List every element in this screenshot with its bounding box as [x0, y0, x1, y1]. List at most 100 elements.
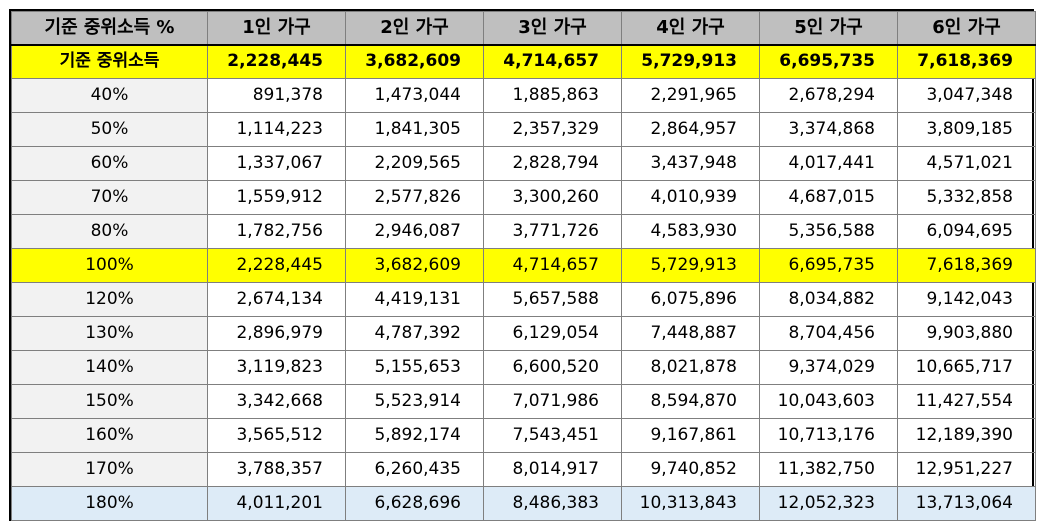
table-cell: 1,473,044 [345, 78, 484, 113]
table-cell: 1,841,305 [345, 112, 484, 147]
table-cell: 8,486,383 [483, 486, 622, 521]
table-cell: 12,052,323 [759, 486, 898, 521]
table-cell: 7,071,986 [483, 384, 622, 419]
table-row: 50% 1,114,223 1,841,305 2,357,329 2,864,… [11, 112, 1036, 147]
table-cell: 3,437,948 [621, 146, 760, 181]
row-label: 40% [11, 78, 208, 113]
table-cell: 4,011,201 [207, 486, 346, 521]
table-cell: 7,543,451 [483, 418, 622, 453]
table-row: 180% 4,011,201 6,628,696 8,486,383 10,31… [11, 486, 1036, 521]
table-cell: 2,828,794 [483, 146, 622, 181]
table-cell: 6,600,520 [483, 350, 622, 385]
table-cell: 1,337,067 [207, 146, 346, 181]
table-row: 기준 중위소득 2,228,445 3,682,609 4,714,657 5,… [11, 44, 1036, 79]
table-cell: 10,313,843 [621, 486, 760, 521]
table-cell: 3,342,668 [207, 384, 346, 419]
table-cell: 3,300,260 [483, 180, 622, 215]
table-cell: 2,896,979 [207, 316, 346, 351]
table-row: 70% 1,559,912 2,577,826 3,300,260 4,010,… [11, 180, 1036, 215]
table-cell: 2,209,565 [345, 146, 484, 181]
table-cell: 2,577,826 [345, 180, 484, 215]
table-cell: 2,864,957 [621, 112, 760, 147]
header-cell: 3인 가구 [483, 11, 622, 46]
table-cell: 6,695,735 [759, 44, 898, 79]
table-cell: 6,695,735 [759, 248, 898, 283]
table-cell: 4,787,392 [345, 316, 484, 351]
header-row: 기준 중위소득 % 1인 가구 2인 가구 3인 가구 4인 가구 5인 가구 … [11, 11, 1036, 46]
table-cell: 11,427,554 [897, 384, 1036, 419]
table-cell: 5,356,588 [759, 214, 898, 249]
table-cell: 8,704,456 [759, 316, 898, 351]
table-row: 130% 2,896,979 4,787,392 6,129,054 7,448… [11, 316, 1036, 351]
table-cell: 3,682,609 [345, 44, 484, 79]
table-cell: 12,189,390 [897, 418, 1036, 453]
table-cell: 4,017,441 [759, 146, 898, 181]
row-label: 120% [11, 282, 208, 317]
table-cell: 4,714,657 [483, 44, 622, 79]
table-cell: 3,771,726 [483, 214, 622, 249]
row-label: 140% [11, 350, 208, 385]
table-cell: 2,228,445 [207, 44, 346, 79]
table-cell: 9,142,043 [897, 282, 1036, 317]
table-cell: 9,374,029 [759, 350, 898, 385]
row-label: 100% [11, 248, 208, 283]
table-cell: 6,094,695 [897, 214, 1036, 249]
table-row: 40% 891,378 1,473,044 1,885,863 2,291,96… [11, 78, 1036, 113]
row-label: 130% [11, 316, 208, 351]
table-cell: 2,678,294 [759, 78, 898, 113]
table-cell: 4,714,657 [483, 248, 622, 283]
table-cell: 6,075,896 [621, 282, 760, 317]
table-cell: 6,628,696 [345, 486, 484, 521]
table-cell: 5,892,174 [345, 418, 484, 453]
table-cell: 1,114,223 [207, 112, 346, 147]
median-income-table: 기준 중위소득 % 1인 가구 2인 가구 3인 가구 4인 가구 5인 가구 … [11, 11, 1036, 521]
row-label: 160% [11, 418, 208, 453]
table-row: 150% 3,342,668 5,523,914 7,071,986 8,594… [11, 384, 1036, 419]
header-cell: 기준 중위소득 % [11, 11, 208, 46]
table-cell: 9,740,852 [621, 452, 760, 487]
table-row: 170% 3,788,357 6,260,435 8,014,917 9,740… [11, 452, 1036, 487]
table-cell: 6,129,054 [483, 316, 622, 351]
row-label: 80% [11, 214, 208, 249]
table-row: 80% 1,782,756 2,946,087 3,771,726 4,583,… [11, 214, 1036, 249]
table-cell: 4,010,939 [621, 180, 760, 215]
table-cell: 12,951,227 [897, 452, 1036, 487]
table-cell: 1,782,756 [207, 214, 346, 249]
table-cell: 3,374,868 [759, 112, 898, 147]
table-cell: 11,382,750 [759, 452, 898, 487]
header-cell: 6인 가구 [897, 11, 1036, 46]
table-cell: 13,713,064 [897, 486, 1036, 521]
table-cell: 10,043,603 [759, 384, 898, 419]
table-cell: 10,713,176 [759, 418, 898, 453]
table-cell: 2,228,445 [207, 248, 346, 283]
table-cell: 4,687,015 [759, 180, 898, 215]
table-cell: 4,583,930 [621, 214, 760, 249]
table-cell: 8,014,917 [483, 452, 622, 487]
header-cell: 1인 가구 [207, 11, 346, 46]
table-cell: 5,657,588 [483, 282, 622, 317]
table-cell: 2,357,329 [483, 112, 622, 147]
table-cell: 4,571,021 [897, 146, 1036, 181]
table-cell: 1,885,863 [483, 78, 622, 113]
row-label: 50% [11, 112, 208, 147]
row-label: 60% [11, 146, 208, 181]
table-cell: 5,729,913 [621, 248, 760, 283]
table-row: 160% 3,565,512 5,892,174 7,543,451 9,167… [11, 418, 1036, 453]
table-cell: 5,729,913 [621, 44, 760, 79]
table-cell: 8,021,878 [621, 350, 760, 385]
table-cell: 10,665,717 [897, 350, 1036, 385]
row-label: 180% [11, 486, 208, 521]
table-row: 120% 2,674,134 4,419,131 5,657,588 6,075… [11, 282, 1036, 317]
table-cell: 3,809,185 [897, 112, 1036, 147]
table-cell: 5,155,653 [345, 350, 484, 385]
table-row: 100% 2,228,445 3,682,609 4,714,657 5,729… [11, 248, 1036, 283]
header-cell: 5인 가구 [759, 11, 898, 46]
table-cell: 3,119,823 [207, 350, 346, 385]
table-cell: 9,903,880 [897, 316, 1036, 351]
table-cell: 8,034,882 [759, 282, 898, 317]
table-cell: 7,618,369 [897, 44, 1036, 79]
table-row: 60% 1,337,067 2,209,565 2,828,794 3,437,… [11, 146, 1036, 181]
table-cell: 6,260,435 [345, 452, 484, 487]
header-cell: 2인 가구 [345, 11, 484, 46]
table-cell: 2,674,134 [207, 282, 346, 317]
